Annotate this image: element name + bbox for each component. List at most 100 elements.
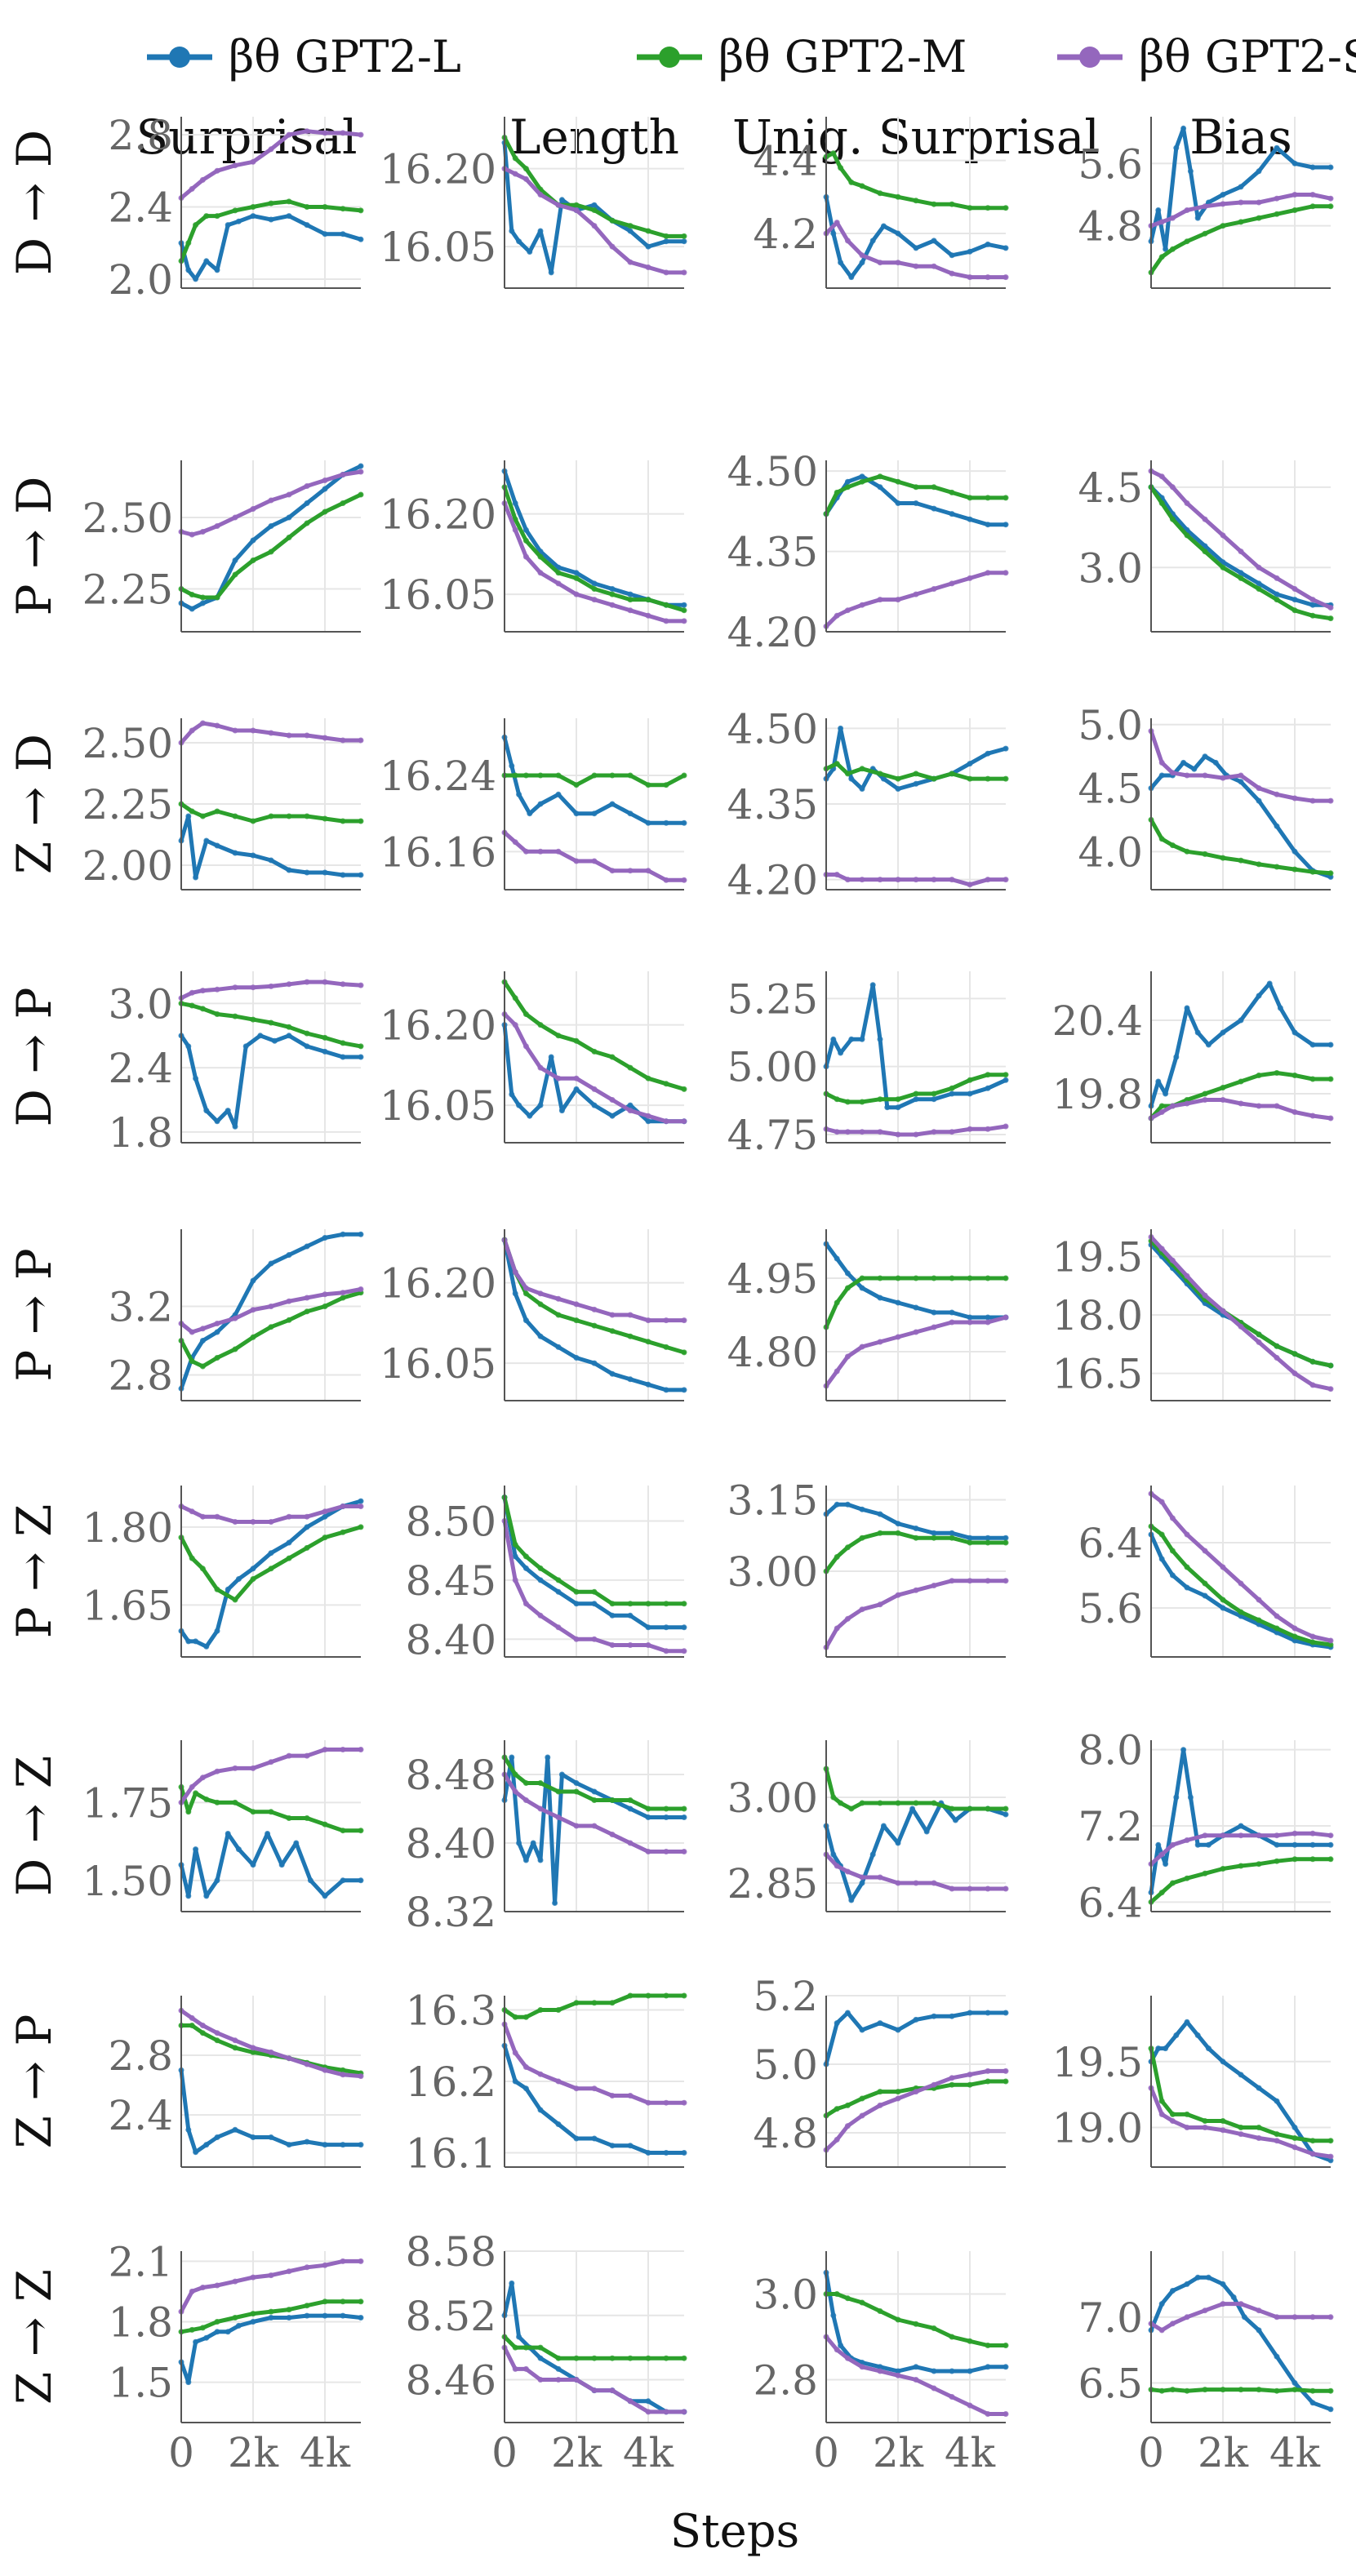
data-point-gpt2-s bbox=[1184, 500, 1190, 506]
series-line-gpt2-l bbox=[824, 726, 1008, 791]
data-point-gpt2-m bbox=[1309, 1856, 1316, 1863]
data-point-gpt2-m bbox=[967, 2338, 973, 2344]
data-point-gpt2-l bbox=[214, 1628, 220, 1634]
data-point-gpt2-s bbox=[895, 1334, 901, 1340]
y-tick-label: 16.20 bbox=[380, 491, 496, 539]
data-point-gpt2-s bbox=[967, 2402, 973, 2409]
data-point-gpt2-l bbox=[931, 1096, 937, 1103]
data-point-gpt2-m bbox=[1327, 1641, 1334, 1648]
data-point-gpt2-m bbox=[322, 815, 328, 822]
data-point-gpt2-l bbox=[286, 213, 292, 220]
data-point-gpt2-s bbox=[1202, 1292, 1208, 1299]
series-line-gpt2-m bbox=[502, 485, 687, 613]
data-point-gpt2-s bbox=[1327, 1386, 1334, 1392]
data-point-gpt2-l bbox=[645, 2398, 651, 2405]
data-point-gpt2-m bbox=[1158, 1103, 1165, 1109]
data-point-gpt2-s bbox=[1184, 1272, 1190, 1279]
data-point-gpt2-s bbox=[268, 1519, 274, 1525]
data-point-gpt2-m bbox=[555, 1577, 562, 1583]
data-point-gpt2-m bbox=[555, 1312, 562, 1318]
data-point-gpt2-m bbox=[859, 183, 865, 189]
data-point-gpt2-m bbox=[358, 818, 364, 824]
data-point-gpt2-m bbox=[203, 213, 210, 220]
panel-z-to-p-unig-surprisal: 4.8 5.0 5.2 bbox=[753, 1973, 1009, 2168]
data-point-gpt2-s bbox=[1202, 2307, 1208, 2314]
data-point-gpt2-l bbox=[967, 1090, 973, 1097]
data-point-gpt2-l bbox=[1169, 2288, 1176, 2294]
series-line-gpt2-s bbox=[824, 220, 1008, 280]
data-point-gpt2-s bbox=[286, 491, 292, 498]
data-point-gpt2-l bbox=[1309, 164, 1316, 171]
data-point-gpt2-s bbox=[627, 1312, 634, 1318]
data-point-gpt2-l bbox=[199, 1338, 206, 1344]
data-point-gpt2-l bbox=[1327, 2406, 1334, 2413]
data-point-gpt2-l bbox=[985, 2010, 991, 2016]
data-point-gpt2-m bbox=[1274, 1625, 1280, 1632]
data-point-gpt2-s bbox=[268, 146, 274, 153]
data-point-gpt2-s bbox=[834, 612, 840, 619]
data-point-gpt2-s bbox=[1158, 1851, 1165, 1858]
data-point-gpt2-m bbox=[537, 772, 544, 779]
data-point-gpt2-l bbox=[627, 228, 634, 234]
data-point-gpt2-s bbox=[573, 858, 580, 864]
data-point-gpt2-m bbox=[268, 2308, 274, 2315]
data-point-gpt2-m bbox=[340, 500, 346, 506]
data-point-gpt2-s bbox=[199, 2285, 206, 2290]
data-point-gpt2-m bbox=[1256, 215, 1262, 221]
data-point-gpt2-s bbox=[844, 1129, 851, 1135]
data-point-gpt2-s bbox=[1274, 791, 1280, 797]
data-point-gpt2-s bbox=[681, 1849, 687, 1854]
data-point-gpt2-l bbox=[555, 1344, 562, 1350]
data-point-gpt2-l bbox=[203, 1893, 210, 1899]
panel-z-to-d-unig-surprisal: 4.20 4.35 4.50 bbox=[727, 705, 1009, 904]
data-point-gpt2-s bbox=[1220, 532, 1226, 539]
data-point-gpt2-l bbox=[1187, 1794, 1194, 1801]
data-point-gpt2-l bbox=[895, 1521, 901, 1527]
y-tick-label: 4.5 bbox=[1078, 464, 1143, 512]
y-tick-label: 5.00 bbox=[727, 1044, 818, 1091]
data-point-gpt2-l bbox=[869, 238, 876, 244]
data-point-gpt2-m bbox=[859, 2095, 865, 2102]
data-point-gpt2-m bbox=[1327, 870, 1334, 877]
data-point-gpt2-m bbox=[573, 1317, 580, 1324]
panel-z-to-p-length: 16.1 16.2 16.3 bbox=[406, 1988, 687, 2178]
series-line-gpt2-m bbox=[502, 979, 687, 1091]
data-point-gpt2-s bbox=[322, 477, 328, 483]
data-point-gpt2-l bbox=[1292, 160, 1298, 167]
data-point-gpt2-l bbox=[193, 276, 199, 282]
data-point-gpt2-l bbox=[257, 1033, 264, 1039]
data-point-gpt2-s bbox=[512, 839, 518, 846]
data-point-gpt2-l bbox=[1327, 1042, 1334, 1048]
panel-p-to-d-bias: 3.0 4.5 bbox=[1078, 460, 1334, 633]
data-point-gpt2-s bbox=[286, 131, 292, 138]
data-point-gpt2-m bbox=[232, 2315, 238, 2321]
data-point-gpt2-l bbox=[548, 1054, 554, 1060]
data-point-gpt2-s bbox=[609, 2093, 616, 2099]
data-point-gpt2-l bbox=[1220, 1605, 1226, 1611]
data-point-gpt2-m bbox=[537, 1780, 544, 1786]
data-point-gpt2-s bbox=[967, 882, 973, 888]
data-point-gpt2-s bbox=[232, 727, 238, 734]
data-point-gpt2-m bbox=[214, 2037, 220, 2044]
data-point-gpt2-m bbox=[949, 201, 955, 207]
legend: βθ GPT2-L βθ GPT2-M βθ GPT2-S bbox=[147, 31, 1356, 82]
data-point-gpt2-s bbox=[1169, 1103, 1176, 1109]
data-point-gpt2-s bbox=[232, 984, 238, 991]
data-point-gpt2-m bbox=[189, 1002, 195, 1009]
data-point-gpt2-s bbox=[1158, 759, 1165, 766]
data-point-gpt2-m bbox=[591, 586, 598, 592]
series-line-gpt2-l bbox=[179, 214, 363, 282]
data-point-gpt2-m bbox=[931, 775, 937, 782]
data-point-gpt2-m bbox=[286, 535, 292, 540]
data-point-gpt2-m bbox=[286, 1555, 292, 1561]
data-point-gpt2-l bbox=[609, 801, 616, 807]
data-point-gpt2-s bbox=[1238, 1323, 1244, 1330]
data-point-gpt2-s bbox=[522, 848, 529, 855]
data-point-gpt2-m bbox=[645, 1339, 651, 1345]
data-point-gpt2-s bbox=[1238, 549, 1244, 555]
data-point-gpt2-l bbox=[859, 473, 865, 480]
data-point-gpt2-s bbox=[913, 1329, 919, 1335]
data-point-gpt2-l bbox=[627, 1805, 634, 1812]
data-point-gpt2-s bbox=[555, 1075, 562, 1081]
y-tick-label: 4.20 bbox=[727, 857, 818, 904]
